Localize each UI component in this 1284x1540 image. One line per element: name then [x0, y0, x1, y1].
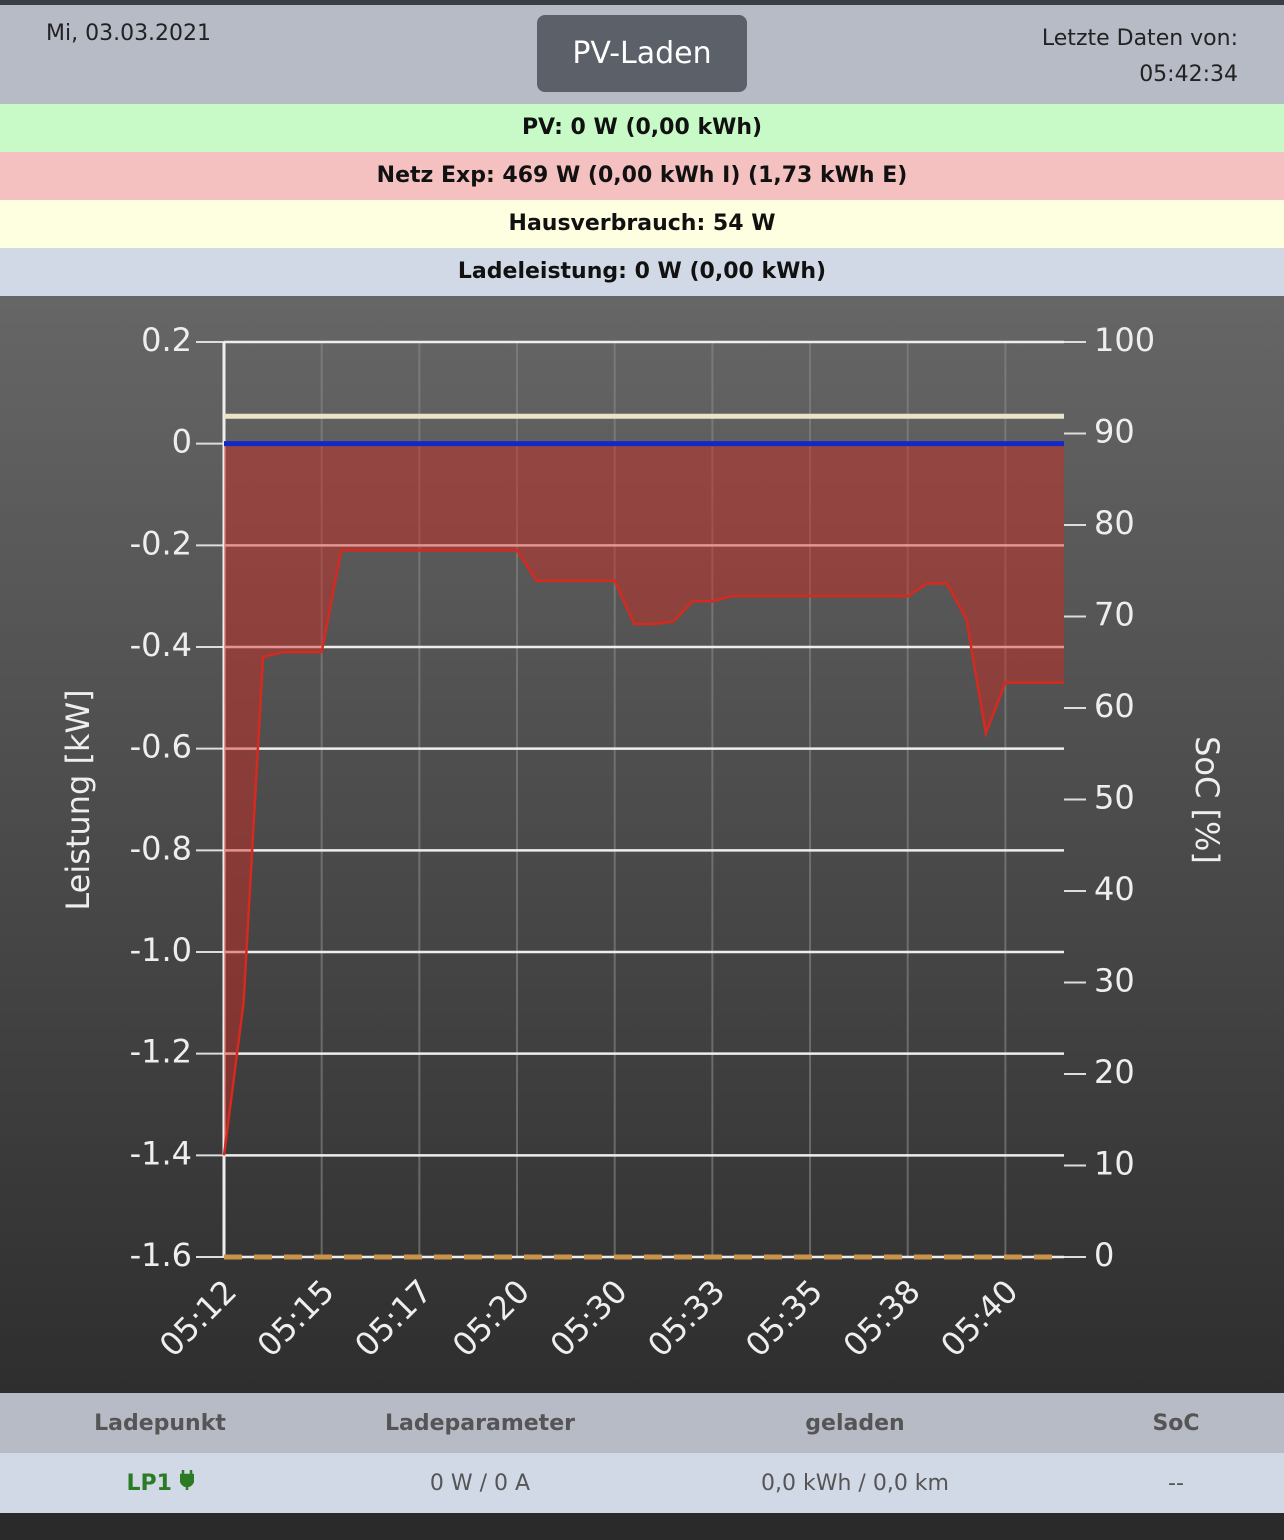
y-tick-label: -1.0: [130, 931, 192, 969]
y2-tick-label: 60: [1094, 687, 1135, 725]
soc: --: [1168, 1471, 1184, 1496]
table-header: [0, 1393, 1284, 1453]
x-tick-label: 05:35: [738, 1272, 830, 1364]
x-tick-label: 05:17: [347, 1272, 439, 1364]
top-strip: [0, 0, 1284, 5]
y2-tick-label: 90: [1094, 413, 1135, 451]
y2-axis-title: SoC [%]: [1188, 736, 1226, 864]
y-tick-label: -1.2: [130, 1033, 192, 1071]
column-header: geladen: [805, 1411, 905, 1436]
x-tick-label: 05:33: [640, 1272, 732, 1364]
charge-parameters: 0 W / 0 A: [429, 1471, 531, 1496]
table-row: [0, 1453, 1284, 1513]
y2-tick-label: 10: [1094, 1145, 1135, 1183]
y-tick-label: -1.4: [130, 1134, 192, 1172]
y2-tick-label: 20: [1094, 1053, 1135, 1091]
column-header: Ladeparameter: [385, 1411, 575, 1436]
chargepoint-label: LP1: [126, 1471, 172, 1496]
column-header: Ladepunkt: [94, 1411, 226, 1436]
x-tick-label: 05:20: [445, 1272, 537, 1364]
chargepoint-name[interactable]: LP1: [60, 1453, 260, 1513]
last-data-time: 05:42:34: [1139, 62, 1238, 87]
y-tick-label: -0.2: [130, 524, 192, 562]
plug-icon: [179, 1470, 194, 1490]
y-tick-label: 0.2: [141, 321, 192, 359]
last-data: Letzte Daten von: 05:42:34: [1042, 21, 1238, 93]
chargepoint-table: Ladepunkt Ladeparameter geladen SoC LP1 …: [0, 1393, 1284, 1513]
header: Mi, 03.03.2021 PV-Laden Letzte Daten von…: [0, 5, 1284, 104]
column-header: SoC: [1152, 1411, 1200, 1436]
y2-tick-label: 100: [1094, 321, 1155, 359]
chart-area: Leistung [kW] SoC [%] 05:12 05:15 05:17 05:…: [0, 296, 1284, 1393]
y-tick-label: -1.6: [130, 1236, 192, 1274]
chart: Leistung [kW] SoC [%] 05:12 05:15 05:17 05:…: [59, 321, 1226, 1364]
pv-bar: PV: 0 W (0,00 kWh): [0, 104, 1284, 152]
y2-tick-label: 70: [1094, 596, 1135, 634]
x-tick-label: 05:15: [250, 1272, 342, 1364]
y-tick-label: -0.6: [130, 728, 192, 766]
charge-bar: Ladeleistung: 0 W (0,00 kWh): [0, 248, 1284, 296]
last-data-label: Letzte Daten von:: [1041, 26, 1238, 51]
x-tick-label: 05:38: [836, 1272, 928, 1364]
mode-button[interactable]: PV-Laden: [537, 15, 747, 92]
y-tick-label: 0: [172, 423, 192, 461]
line: [222, 549, 1064, 1156]
x-tick-label: 05:12: [152, 1272, 244, 1364]
area: [224, 443, 1064, 1156]
charged: 0,0 kWh / 0,0 km: [761, 1471, 949, 1496]
y2-tick-label: 0: [1094, 1236, 1114, 1274]
x-tick-label: 05:30: [543, 1272, 635, 1364]
y-tick-label: -0.4: [130, 626, 192, 664]
y-tick-label: -0.8: [130, 829, 192, 867]
date: Mi, 03.03.2021: [46, 21, 212, 46]
grid-bar: Netz Exp: 469 W (0,00 kWh I) (1,73 kWh E…: [0, 152, 1284, 200]
x-tick-label: 05:40: [933, 1272, 1025, 1364]
y2-tick-label: 80: [1094, 504, 1135, 542]
y-axis-title: Leistung [kW]: [59, 689, 97, 910]
y2-tick-label: 30: [1094, 962, 1135, 1000]
y2-tick-label: 50: [1094, 779, 1135, 817]
y2-tick-label: 40: [1094, 870, 1135, 908]
house-bar: Hausverbrauch: 54 W: [0, 200, 1284, 248]
